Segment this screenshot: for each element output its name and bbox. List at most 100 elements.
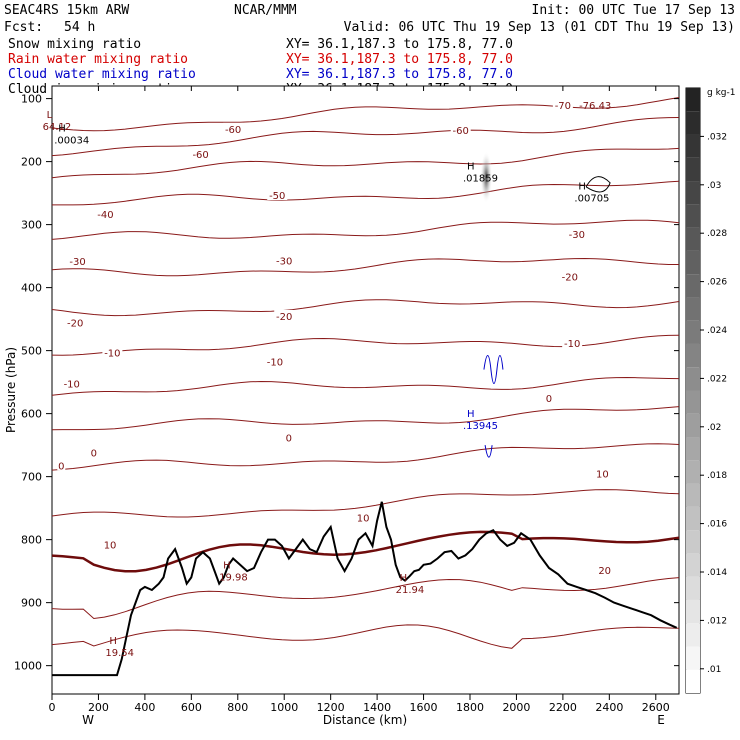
- colorbar-label: .032: [707, 132, 727, 142]
- field-xy-snow: XY= 36.1,187.3 to 175.8, 77.0: [286, 37, 513, 52]
- y-tick-label: 200: [21, 156, 42, 169]
- contour-label: -30: [569, 230, 585, 241]
- colorbar-swatch: [686, 343, 700, 368]
- contour-label: -20: [276, 312, 292, 323]
- contour-label-bg: [274, 309, 295, 321]
- colorbar-swatch: [686, 367, 700, 391]
- contour-label: 0: [58, 461, 64, 472]
- isotherm-line: [51, 443, 680, 471]
- y-axis-label: Pressure (hPa): [4, 347, 18, 433]
- colorbar-swatch: [686, 390, 700, 414]
- colorbar-unit: g kg-1: [707, 88, 735, 98]
- hydrometeor-fields: [480, 151, 611, 458]
- isotherm-line: [51, 147, 680, 179]
- x-tick-label: 2600: [642, 701, 670, 714]
- colorbar-swatch: [686, 413, 700, 438]
- contour-label: -10: [564, 339, 580, 350]
- y-tick-label: 900: [21, 597, 42, 610]
- field-name-snow: Snow mixing ratio: [8, 37, 141, 52]
- extremum-value: .13945: [463, 421, 498, 432]
- isotherm-line: [51, 489, 680, 518]
- x-tick-label: 400: [134, 701, 155, 714]
- contour-label-bg: [67, 255, 88, 267]
- extremum-value: 64.12: [43, 122, 72, 133]
- contour-label-bg: [562, 337, 583, 349]
- colorbar-swatch: [686, 669, 700, 693]
- contour-label-bg: [552, 98, 573, 110]
- init-time: Init: 00 UTC Tue 17 Sep 13: [532, 3, 736, 18]
- contour-label: -70: [555, 101, 571, 112]
- isotherm-line: [51, 376, 680, 396]
- colorbar-swatch: [686, 204, 700, 228]
- extremum-value: 21.94: [396, 585, 425, 596]
- contour-label: -20: [67, 318, 83, 329]
- y-tick-label: 300: [21, 219, 42, 232]
- valid-time: Valid: 06 UTC Thu 19 Sep 13 (01 CDT Thu …: [344, 20, 735, 35]
- cloud-water-contour: [483, 355, 504, 458]
- contour-label-bg: [223, 122, 244, 134]
- colorbar-swatch: [686, 88, 700, 112]
- y-tick-label: 700: [21, 471, 42, 484]
- x-tick-label: 0: [49, 701, 56, 714]
- y-tick-label: 600: [21, 408, 42, 421]
- extrema-markers: H.01859H.00705H.13945H.00034L64.12-76.43…: [43, 101, 612, 659]
- extremum-letter: H: [578, 182, 586, 193]
- center-title: NCAR/MMM: [234, 3, 297, 18]
- colorbar-label: .028: [707, 229, 727, 239]
- x-tick-label: 2200: [549, 701, 577, 714]
- contour-label-bg: [450, 124, 471, 136]
- contour-label: 10: [596, 469, 609, 480]
- extremum-letter: H: [223, 560, 231, 571]
- field-xy-cloud-water: XY= 36.1,187.3 to 175.8, 77.0: [286, 67, 513, 82]
- x-tick-label: 200: [88, 701, 109, 714]
- colorbar-swatch: [686, 530, 700, 554]
- isotherm-line: [51, 117, 680, 157]
- contour-label-bg: [559, 270, 580, 282]
- colorbar-swatch: [686, 599, 700, 624]
- fcst-label: Fcst:: [4, 20, 43, 35]
- x-tick-label: 600: [181, 701, 202, 714]
- colorbar-swatch: [686, 250, 700, 275]
- colorbar-swatch: [686, 553, 700, 577]
- x-tick-label: 1200: [317, 701, 345, 714]
- contour-label: -60: [225, 125, 241, 136]
- contour-label-bg: [595, 467, 610, 479]
- model-title: SEAC4RS 15km ARW: [4, 3, 129, 18]
- isotherm-line: [51, 624, 680, 649]
- x-tick-label: 1600: [410, 701, 438, 714]
- x-tick-label: 1000: [270, 701, 298, 714]
- field-xy-rain: XY= 36.1,187.3 to 175.8, 77.0: [286, 52, 513, 67]
- colorbar-label: .016: [707, 520, 727, 530]
- y-tick-label: 1000: [14, 660, 42, 673]
- snow-contour: [585, 176, 611, 193]
- colorbar-swatch: [686, 227, 700, 251]
- field-name-rain: Rain water mixing ratio: [8, 52, 188, 67]
- cloud-ice-maximum: [480, 151, 493, 204]
- contour-label-bg: [89, 446, 98, 458]
- contour-label-bg: [102, 346, 123, 358]
- colorbar-label: .026: [707, 278, 727, 288]
- y-tick-label: 800: [21, 534, 42, 547]
- contour-label-bg: [61, 377, 82, 389]
- extremum-value: .00705: [574, 194, 609, 205]
- contour-label: -30: [69, 257, 85, 268]
- colorbar-swatch: [686, 134, 700, 158]
- colorbar: g kg-1 .01 .012 .014 .016 .018 .02 .022 .024 .02…: [685, 87, 735, 694]
- isotherm-line: [51, 406, 680, 431]
- colorbar-label: .012: [707, 616, 727, 626]
- contour-label: 10: [357, 514, 370, 525]
- extremum-value: 19.98: [219, 572, 248, 583]
- contour-label-bg: [267, 188, 288, 200]
- colorbar-label: .01: [707, 665, 721, 675]
- colorbar-swatch: [686, 646, 700, 670]
- extremum-letter: H: [467, 409, 475, 420]
- colorbar-swatch: [686, 576, 700, 600]
- colorbar-label: .02: [707, 423, 721, 433]
- extremum-value: .00034: [54, 136, 89, 147]
- colorbar-swatch: [686, 181, 700, 205]
- contour-label: -10: [104, 349, 120, 360]
- contour-label-bg: [356, 511, 371, 523]
- x-tick-label: 1400: [363, 701, 391, 714]
- contour-label: 20: [598, 566, 611, 577]
